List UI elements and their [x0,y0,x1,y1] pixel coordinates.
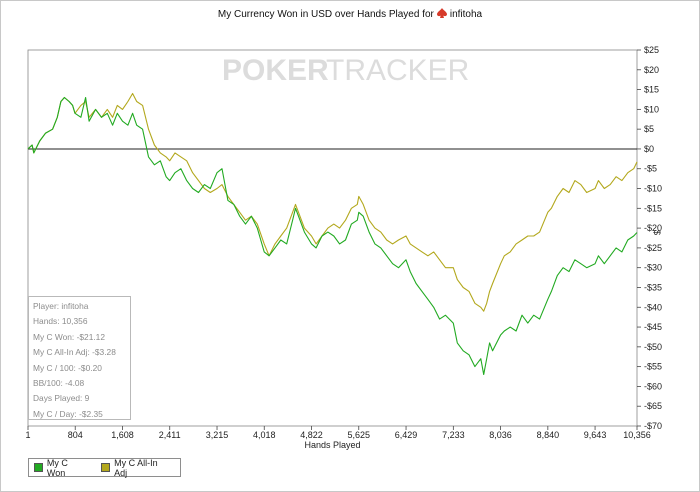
series-line-won [27,96,638,376]
y-tick-label: -$5 [644,164,657,174]
chart-title-text: My Currency Won in USD over Hands Played… [217,9,434,20]
y-tick-label: $25 [644,45,659,55]
y-tick-label: $15 [644,85,659,95]
x-axis-title: Hands Played [304,440,361,450]
legend-item-allin-adj[interactable]: My C All-In Adj [101,458,172,478]
stat-bb-100: BB/100: -4.08 [33,378,85,389]
y-tick-label: -$20 [644,223,662,233]
x-tick-label: 9,643 [584,430,607,440]
stat-per-day: My C / Day: -$2.35 [33,408,103,419]
x-tick-label: 1 [25,430,30,440]
x-tick-label: 2,411 [159,430,181,440]
legend-label-allin-adj: My C All-In Adj [114,457,158,478]
plot-border [27,49,638,427]
y-tick-label: -$60 [644,381,662,391]
y-tick-label: -$40 [644,302,662,312]
x-tick-label: 804 [68,430,83,440]
stat-allin-adj: My C All-In Adj: -$3.28 [33,347,116,358]
x-tick-label: 7,233 [442,430,465,440]
stat-per-100: My C / 100: -$0.20 [33,362,102,373]
y-tick-label: -$70 [644,421,662,431]
stat-days-played: Days Played: 9 [33,393,90,404]
poker-spade-icon [436,8,447,18]
y-tick-label: -$65 [644,401,662,411]
x-tick-label: 4,018 [253,430,276,440]
x-tick-label: 1,608 [111,430,134,440]
x-tick-label: 3,215 [206,430,229,440]
y-tick-label: $0 [644,144,654,154]
y-tick-label: -$45 [644,322,662,332]
series-line-allin-adj [27,92,638,312]
y-tick-label: $10 [644,104,659,114]
legend-label-won: My C Won [46,457,68,478]
x-tick-label: 10,356 [623,430,651,440]
y-tick-label: -$15 [644,203,662,213]
x-tick-label: 5,625 [347,430,370,440]
y-tick-label: -$30 [644,263,662,273]
x-tick-label: 4,822 [300,430,323,440]
chart-title: My Currency Won in USD over Hands Played… [0,8,700,20]
legend-item-won[interactable]: My C Won [34,458,88,478]
stat-player: Player: infitoha [33,301,89,311]
x-tick-label: 8,036 [489,430,512,440]
legend-swatch-won [34,463,43,472]
y-axis-title: $ [652,230,662,236]
chart-legend: My C Won My C All-In Adj [28,458,181,478]
y-tick-label: -$55 [644,362,662,372]
chart-title-player: infitoha [449,9,483,20]
y-tick-label: $5 [644,124,654,134]
x-tick-label: 6,429 [395,430,418,440]
stat-won: My C Won: -$21.12 [33,331,105,342]
y-tick-label: -$25 [644,243,662,253]
y-tick-label: $20 [644,65,659,75]
stat-hands: Hands: 10,356 [33,316,88,327]
watermark-tracker: TRACKER [326,54,469,87]
y-tick-label: -$10 [644,184,662,194]
y-tick-label: -$35 [644,282,662,292]
stats-box: Player: infitoha Hands: 10,356 My C Won:… [28,296,131,420]
y-tick-label: -$50 [644,342,662,352]
watermark-poker: POKER [222,54,329,87]
x-tick-label: 8,840 [537,430,560,440]
legend-swatch-allin-adj [101,463,111,472]
